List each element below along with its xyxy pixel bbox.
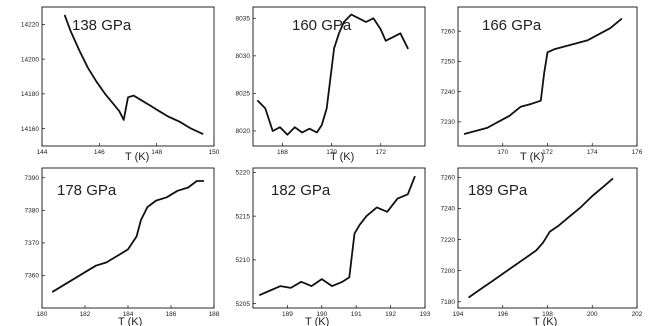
y-tick-label: 8020 bbox=[236, 128, 251, 135]
x-tick-label: 193 bbox=[420, 311, 431, 318]
x-axis-ticks: 144 146 148 150 bbox=[37, 143, 220, 156]
x-axis-label: T (K) bbox=[520, 151, 544, 163]
x-axis-ticks: 180 182 184 186 188 bbox=[37, 305, 220, 318]
y-tick-label: 7370 bbox=[25, 240, 40, 247]
x-tick-label: 168 bbox=[277, 149, 288, 156]
chart-panel: 166 GPa T (K) 170 172 174 176 7230724072507… bbox=[441, 6, 643, 163]
plot-frame bbox=[41, 6, 215, 147]
chart-panel: 178 GPa T (K) 180 182 184 186 188 7360737073… bbox=[25, 167, 220, 326]
y-tick-label: 8025 bbox=[236, 91, 251, 98]
x-tick-label: 186 bbox=[166, 311, 177, 318]
plot-frame bbox=[252, 6, 426, 147]
y-tick-label: 8035 bbox=[236, 15, 251, 22]
y-tick-label: 7220 bbox=[441, 237, 456, 244]
x-tick-label: 172 bbox=[375, 149, 386, 156]
y-tick-label: 14160 bbox=[21, 126, 39, 133]
y-tick-label: 7240 bbox=[441, 206, 456, 213]
x-tick-label: 180 bbox=[37, 311, 48, 318]
data-series-line bbox=[468, 178, 614, 298]
x-axis-ticks: 168 170 172 bbox=[277, 143, 387, 156]
y-tick-label: 7240 bbox=[441, 89, 456, 96]
x-axis-ticks: 194 196 198 200 202 bbox=[453, 305, 643, 318]
x-axis-label: T (K) bbox=[118, 316, 142, 326]
chart-panel: 138 GPa T (K) 144 146 148 150 14160 14180 142… bbox=[21, 6, 220, 163]
x-tick-label: 198 bbox=[542, 311, 553, 318]
y-tick-label: 5205 bbox=[236, 301, 251, 308]
x-tick-label: 174 bbox=[587, 149, 598, 156]
data-series-line bbox=[259, 175, 416, 296]
x-tick-label: 184 bbox=[123, 311, 134, 318]
x-axis-ticks: 189 190 191 192 193 bbox=[282, 305, 431, 318]
x-tick-label: 170 bbox=[326, 149, 337, 156]
x-tick-label: 196 bbox=[497, 311, 508, 318]
x-tick-label: 192 bbox=[385, 311, 396, 318]
data-series-line bbox=[64, 14, 204, 135]
x-tick-label: 148 bbox=[151, 149, 162, 156]
x-tick-label: 150 bbox=[209, 149, 220, 156]
panel-title: 178 GPa bbox=[57, 182, 117, 199]
data-series-line bbox=[51, 180, 205, 293]
panel-title: 166 GPa bbox=[482, 17, 542, 34]
panel-title: 160 GPa bbox=[292, 17, 352, 34]
y-axis-ticks: 8020 8025 8030 8035 bbox=[236, 15, 256, 135]
x-tick-label: 190 bbox=[316, 311, 327, 318]
y-axis-ticks: 14160 14180 14200 14220 bbox=[21, 22, 45, 133]
x-axis-label: T (K) bbox=[305, 316, 329, 326]
y-tick-label: 7360 bbox=[25, 273, 40, 280]
panel-title: 138 GPa bbox=[72, 17, 132, 34]
x-tick-label: 182 bbox=[80, 311, 91, 318]
x-tick-label: 176 bbox=[632, 149, 643, 156]
y-tick-label: 7250 bbox=[441, 59, 456, 66]
y-tick-label: 7230 bbox=[441, 119, 456, 126]
chart-panel: 160 GPa T (K) 168 170 172 8020 8025 8030 8035 bbox=[236, 6, 426, 163]
y-tick-label: 7380 bbox=[25, 208, 40, 215]
x-tick-label: 200 bbox=[587, 311, 598, 318]
x-tick-label: 194 bbox=[453, 311, 464, 318]
y-tick-label: 7200 bbox=[441, 268, 456, 275]
y-axis-ticks: 7230 7240 7250 7260 bbox=[441, 28, 461, 126]
x-tick-label: 144 bbox=[37, 149, 48, 156]
chart-panel: 189 GPa T (K) 194 196 198 200 202 7180 7200 72… bbox=[441, 167, 643, 326]
y-tick-label: 7180 bbox=[441, 299, 456, 306]
y-axis-ticks: 7180 7200 7220 7240 7260 bbox=[441, 175, 461, 306]
x-tick-label: 191 bbox=[351, 311, 362, 318]
x-tick-label: 202 bbox=[632, 311, 643, 318]
y-tick-label: 5210 bbox=[236, 257, 251, 264]
y-tick-label: 14200 bbox=[21, 56, 39, 63]
data-series-line bbox=[257, 13, 409, 136]
y-tick-label: 5220 bbox=[236, 170, 251, 177]
plot-frame bbox=[252, 167, 426, 309]
x-axis-label: T (K) bbox=[125, 151, 149, 163]
x-tick-label: 172 bbox=[542, 149, 553, 156]
y-tick-label: 7390 bbox=[25, 175, 40, 182]
y-tick-label: 8030 bbox=[236, 53, 251, 60]
y-tick-label: 14180 bbox=[21, 91, 39, 98]
y-tick-label: 5215 bbox=[236, 213, 251, 220]
x-tick-label: 188 bbox=[209, 311, 220, 318]
x-axis-label: T (K) bbox=[533, 316, 557, 326]
data-series-line bbox=[463, 18, 623, 135]
y-axis-ticks: 5205 5210 5215 5220 bbox=[236, 170, 256, 308]
y-tick-label: 7260 bbox=[441, 175, 456, 182]
x-axis-ticks: 170 172 174 176 bbox=[497, 143, 643, 156]
panel-title: 189 GPa bbox=[468, 182, 528, 199]
y-tick-label: 7260 bbox=[441, 28, 456, 35]
x-tick-label: 146 bbox=[94, 149, 105, 156]
chart-panel: 182 GPa T (K) 189 190 191 192 193 5205521052… bbox=[236, 167, 431, 326]
x-tick-label: 170 bbox=[497, 149, 508, 156]
y-tick-label: 14220 bbox=[21, 22, 39, 29]
x-tick-label: 189 bbox=[282, 311, 293, 318]
panel-title: 182 GPa bbox=[271, 182, 331, 199]
y-axis-ticks: 7360 7370 7380 7390 bbox=[25, 175, 45, 280]
x-axis-label: T (K) bbox=[330, 151, 354, 163]
